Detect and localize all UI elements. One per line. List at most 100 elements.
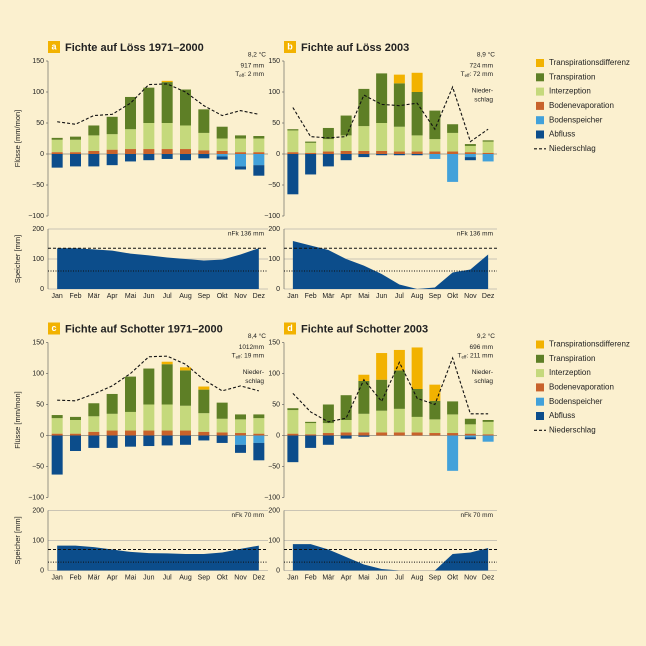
capacity-label: nFk 136 mm (228, 231, 264, 238)
x-tick-label: Feb (69, 293, 81, 300)
panel-title: Fichte auf Schotter 2003 (301, 323, 428, 335)
panel-title: Fichte auf Löss 1971–2000 (65, 42, 204, 54)
x-tick-label: Dez (482, 293, 495, 300)
bar-segment (235, 414, 246, 420)
bar-segment (429, 139, 441, 152)
legend-swatch (536, 116, 544, 125)
bar-segment (70, 435, 81, 451)
y-axis-label: Flüsse [mm/mon] (13, 110, 22, 168)
bar-segment (106, 413, 118, 431)
bar-segment (358, 126, 370, 151)
bar-segment (143, 435, 155, 447)
bar-segment (340, 135, 352, 151)
y-tick-label: 100 (268, 537, 280, 544)
x-tick-label: Feb (305, 574, 317, 581)
panel-letter: d (287, 323, 293, 333)
x-tick-label: Sep (429, 574, 442, 581)
bar-segment (253, 152, 265, 154)
bar-segment (88, 435, 100, 448)
bar-segment (464, 418, 476, 425)
bar-segment (429, 151, 441, 154)
bar-segment (161, 361, 173, 365)
legend-swatch (536, 101, 544, 110)
y-tick-label: −100 (264, 494, 280, 501)
bar-segment (393, 432, 405, 436)
bar-segment (161, 364, 173, 405)
bar-segment (235, 166, 246, 170)
legend-swatch (536, 369, 544, 378)
y-tick-label: 200 (32, 507, 44, 514)
bar-segment (88, 125, 100, 136)
y-tick-label: 150 (268, 339, 280, 346)
bar-segment (106, 134, 118, 150)
panel-letter: a (51, 41, 57, 51)
bar-segment (322, 423, 334, 434)
x-tick-label: Aug (411, 293, 424, 300)
legend-swatch (536, 59, 544, 67)
storage-area (292, 241, 489, 289)
legend-label: Transpirationsdifferenz (549, 340, 630, 349)
bar-segment (340, 432, 352, 436)
x-tick-label: Okt (217, 574, 228, 581)
y-tick-label: 50 (272, 401, 280, 408)
x-tick-label: Jul (163, 293, 172, 300)
legend-label: Interzeption (549, 87, 591, 96)
legend-swatch (536, 383, 544, 392)
bar-segment (340, 154, 352, 161)
bar-segment (305, 423, 317, 435)
bar-segment (253, 442, 265, 461)
bar-segment (287, 154, 299, 195)
panel-letter: b (287, 41, 293, 51)
y-axis-label: Speicher [mm] (13, 516, 22, 564)
legend-label: Transpirationsdifferenz (549, 58, 630, 67)
legend-swatch (536, 73, 544, 82)
bar-segment (198, 435, 210, 441)
bar-segment (161, 80, 173, 83)
bar-segment (305, 154, 317, 175)
y-tick-label: −100 (28, 213, 44, 220)
x-tick-label: Aug (179, 293, 192, 300)
bar-segment (198, 413, 210, 432)
bar-segment (322, 151, 334, 154)
legend-label: Niederschlag (549, 144, 596, 153)
bar-segment (198, 109, 210, 133)
legend-label: Abfluss (549, 130, 575, 139)
bar-segment (51, 433, 63, 436)
bar-segment (287, 435, 299, 463)
bar-segment (464, 433, 476, 436)
bar-segment (464, 154, 476, 158)
bar-segment (464, 435, 476, 438)
y-tick-label: −100 (28, 494, 44, 501)
y-tick-label: 200 (32, 226, 44, 233)
bar-segment (358, 432, 370, 436)
y-tick-label: 150 (32, 58, 44, 65)
legend-label: Transpiration (549, 72, 595, 81)
bar-segment (216, 138, 228, 151)
y-tick-label: 50 (36, 401, 44, 408)
x-tick-label: Sep (429, 293, 442, 300)
bar-segment (143, 430, 155, 436)
bar-segment (358, 150, 370, 154)
bar-segment (393, 349, 405, 371)
x-tick-label: Dez (253, 574, 266, 581)
bar-segment (340, 435, 352, 439)
x-tick-label: Mär (322, 293, 335, 300)
bar-segment (161, 404, 173, 431)
bar-segment (393, 74, 405, 84)
panel-letter-box (48, 322, 60, 335)
precip-annotation: Nieder- (243, 369, 264, 376)
bar-segment (340, 420, 352, 433)
bar-segment (125, 411, 136, 431)
bar-segment (411, 347, 423, 389)
bar-segment (253, 433, 265, 436)
teff-value: : 2 mm (244, 71, 264, 78)
bar-segment (216, 150, 228, 154)
bar-segment (340, 115, 352, 136)
x-tick-label: Jun (376, 293, 387, 300)
y-tick-label: 200 (268, 226, 280, 233)
teff-symbol: T (461, 71, 465, 78)
x-tick-label: Mai (358, 574, 370, 581)
bar-segment (106, 435, 118, 448)
precip-annotation: Nieder- (472, 369, 493, 376)
bar-segment (253, 414, 265, 419)
